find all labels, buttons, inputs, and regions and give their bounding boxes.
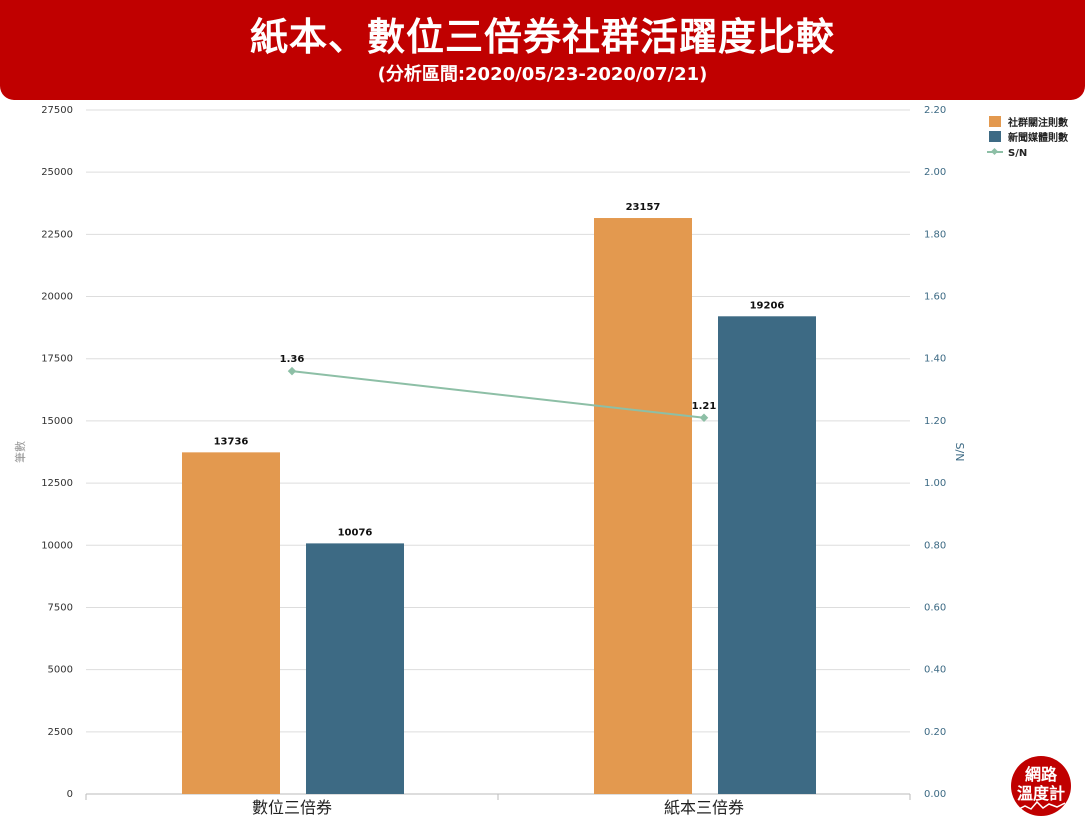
- bar-data-label: 10076: [338, 527, 373, 538]
- x-tick-label: 數位三倍券: [252, 798, 332, 817]
- y-right-tick-label: 1.40: [924, 354, 946, 365]
- sn-data-label: 1.36: [280, 354, 305, 365]
- y-left-tick-label: 25000: [41, 167, 73, 178]
- legend-entry-label: 社群關注則數: [1007, 116, 1068, 129]
- y-right-tick-label: 0.00: [924, 789, 946, 800]
- y-right-tick-label: 0.40: [924, 665, 946, 676]
- bar: [182, 452, 280, 794]
- chart-title: 紙本、數位三倍券社群活躍度比較: [249, 15, 835, 59]
- y-left-tick-label: 17500: [41, 354, 73, 365]
- y-right-tick-label: 1.20: [924, 416, 946, 427]
- y-left-tick-label: 27500: [41, 105, 73, 116]
- y-right-tick-label: 2.00: [924, 167, 946, 178]
- y-right-tick-label: 0.80: [924, 540, 946, 551]
- y-left-axis-title: 筆數: [13, 441, 27, 463]
- bar: [718, 316, 816, 794]
- y-left-tick-label: 15000: [41, 416, 73, 427]
- y-right-tick-label: 2.20: [924, 105, 946, 116]
- logo-line1: 網路: [1024, 765, 1057, 784]
- sn-point: [699, 413, 709, 423]
- legend-swatch: [989, 131, 1001, 142]
- sn-data-label: 1.21: [692, 401, 717, 412]
- y-left-tick-label: 7500: [48, 602, 73, 613]
- logo-wave-icon: [1017, 800, 1065, 811]
- y-left-tick-label: 20000: [41, 292, 73, 303]
- chart-subtitle: (分析區間:2020/05/23-2020/07/21): [377, 64, 708, 85]
- title-banner: 紙本、數位三倍券社群活躍度比較 (分析區間:2020/05/23-2020/07…: [0, 0, 1085, 100]
- y-right-tick-label: 1.00: [924, 478, 946, 489]
- y-left-tick-label: 5000: [48, 665, 73, 676]
- x-tick-label: 紙本三倍券: [664, 798, 744, 817]
- y-left-tick-label: 10000: [41, 540, 73, 551]
- y-right-axis-title: S/N: [953, 443, 966, 462]
- y-right-tick-label: 0.20: [924, 727, 946, 738]
- logo-line2: 溫度計: [1016, 784, 1065, 803]
- legend-entry-label: 新聞媒體則數: [1008, 131, 1068, 144]
- bar: [306, 543, 404, 794]
- sn-point: [287, 366, 297, 376]
- bar: [594, 218, 692, 795]
- y-right-tick-label: 1.80: [924, 229, 946, 240]
- y-right-tick-label: 0.60: [924, 602, 946, 613]
- bar-data-label: 23157: [626, 202, 661, 213]
- bar-data-label: 19206: [750, 300, 785, 311]
- legend-swatch: [989, 116, 1001, 127]
- y-left-tick-label: 22500: [41, 229, 73, 240]
- logo: 網路 溫度計: [1011, 756, 1071, 816]
- y-left-tick-label: 12500: [41, 478, 73, 489]
- legend-line-marker: [990, 147, 999, 156]
- y-left-tick-label: 2500: [48, 727, 73, 738]
- y-right-tick-label: 1.60: [924, 292, 946, 303]
- legend-entry-label: S/N: [1008, 148, 1027, 159]
- sn-series-line: [291, 370, 705, 419]
- y-left-tick-label: 0: [67, 789, 73, 800]
- bar-data-label: 13736: [214, 436, 249, 447]
